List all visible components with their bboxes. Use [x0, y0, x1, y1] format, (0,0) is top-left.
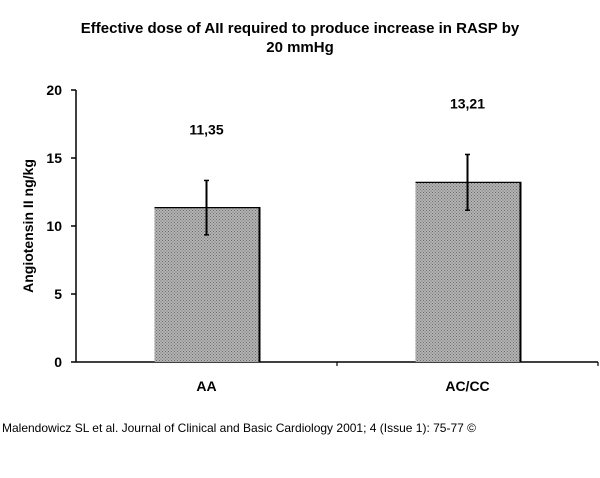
chart-title-line-2: 20 mmHg [266, 39, 334, 56]
y-axis-ticks: 0 5 10 15 20 [46, 82, 76, 370]
bar-1 [415, 182, 520, 362]
citation-text: Malendowicz SL et al. Journal of Clinica… [2, 421, 476, 435]
y-tick-label-4: 20 [46, 82, 62, 98]
chart-title-line-1: Effective dose of AII required to produc… [81, 20, 520, 37]
bar-shadow-0 [257, 207, 261, 362]
y-tick-label-0: 0 [54, 354, 62, 370]
y-axis-label: Angiotensin II ng/kg [20, 159, 36, 293]
value-label-1: 13,21 [450, 95, 485, 111]
bar-series: 11,35 13,21 [154, 95, 522, 362]
y-tick-label-1: 5 [54, 286, 62, 302]
bar-shadow-1 [518, 182, 522, 362]
y-tick-label-3: 15 [46, 150, 62, 166]
x-axis-ticks: AA AC/CC [196, 362, 599, 394]
value-label-0: 11,35 [189, 121, 223, 137]
x-tick-label-1: AC/CC [445, 378, 489, 394]
y-tick-label-2: 10 [46, 218, 62, 234]
x-tick-label-0: AA [196, 378, 216, 394]
